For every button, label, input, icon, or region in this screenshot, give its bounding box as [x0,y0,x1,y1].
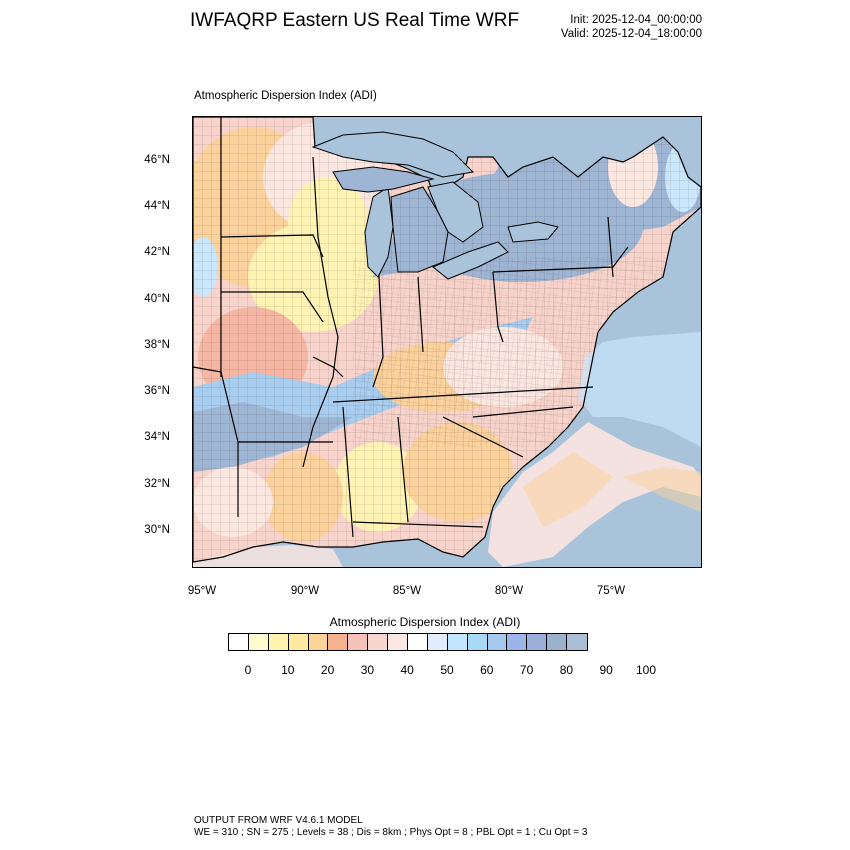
lat-label-46: 46°N [144,154,170,166]
lake-superior [311,131,475,178]
state-line-ms-al [342,406,354,538]
colorbar-label: 0 [244,663,252,677]
lake-erie [432,241,509,280]
colorbar-swatch [328,634,349,650]
state-line-ga-sc [442,416,524,458]
colorbar-swatch [248,634,269,650]
lat-label-44: 44°N [144,200,170,212]
colorbar-label: 70 [519,663,534,677]
colorbar-label: 60 [480,663,494,677]
lake-michigan [364,186,394,278]
lon-label-85: 85°W [392,585,422,597]
lat-label-40: 40°N [144,293,170,305]
colorbar-swatch [447,634,468,650]
state-line-ny-pa [492,246,629,273]
state-line-oh-pa [492,271,504,343]
michigan-counties [391,187,448,272]
ocean-atlantic-orange [523,452,613,527]
colorbar-swatch [408,634,428,650]
colorbar-swatch [547,634,568,650]
lon-label-80: 80°W [494,585,524,597]
lake-ontario [507,221,559,243]
init-time: Init: 2025-12-04_00:00:00 [570,14,702,26]
colorbar-swatch [427,634,448,650]
lat-label-34: 34°N [144,431,170,443]
gulf-pink [193,545,343,567]
adi-map [193,117,701,567]
state-line-tn-ky [332,386,594,403]
main-title: IWFAQRP Eastern US Real Time WRF [190,10,520,31]
lon-label-95: 95°W [187,585,217,597]
init-valid-block: Init: 2025-12-04_00:00:00 Valid: 2025-12… [561,13,702,41]
ocean-light-blue [578,332,701,447]
footer-params-line: WE = 310 ; SN = 275 ; Levels = 38 ; Dis … [194,827,588,838]
state-line-al-ga [397,416,409,523]
colorbar-label: 90 [599,663,613,677]
state-line-vt-nh [607,216,614,278]
colorbar-swatch [348,634,369,650]
colorbar-swatch [288,634,309,650]
state-line-il-in [372,256,384,388]
colorbar-swatch [507,634,528,650]
colorbar-label: 10 [281,663,295,677]
state-line-nc-sc [472,406,574,418]
colorbar-title: Atmospheric Dispersion Index (ADI) [329,615,521,629]
colorbar-swatch [567,634,588,650]
state-boundaries [193,117,629,538]
lat-label-30: 30°N [144,524,170,536]
footer: OUTPUT FROM WRF V4.6.1 MODEL WE = 310 ; … [194,815,587,839]
lon-label-90: 90°W [290,585,320,597]
colorbar-swatch [229,634,249,650]
colorbar-label: 40 [400,663,414,677]
colorbar-label: 30 [360,663,375,677]
colorbar-swatch [268,634,289,650]
great-lakes [311,131,559,280]
map-panel [192,116,702,568]
footer-model-line: OUTPUT FROM WRF V4.6.1 MODEL [194,815,363,826]
colorbar-label: 80 [559,663,574,677]
colorbar-label: 20 [320,663,335,677]
colorbar-label: 50 [440,663,454,677]
plot-title: Atmospheric Dispersion Index (ADI) [194,90,377,102]
colorbar-swatch [388,634,409,650]
colorbar-swatch [487,634,508,650]
state-line-in-oh [417,276,424,353]
valid-time: Valid: 2025-12-04_18:00:00 [560,28,702,40]
lon-label-75: 75°W [596,585,626,597]
state-line-south-west [193,366,239,517]
lat-label-42: 42°N [144,246,170,258]
ocean-gulfstream-orange [623,467,701,512]
state-line-mississippi [302,156,339,468]
lat-label-38: 38°N [144,339,170,351]
michigan-upper-peninsula [332,166,435,193]
colorbar-swatch [467,634,488,650]
colorbar-swatch [308,634,329,650]
state-line-ia-mo [221,291,324,323]
lat-label-36: 36°N [144,385,170,397]
state-line-ky-il [312,356,344,378]
colorbar-label: 100 [635,663,657,677]
state-line-fl-border [352,521,484,528]
colorbar-swatch [527,634,548,650]
colorbar-swatch [368,634,389,650]
lat-label-32: 32°N [144,478,170,490]
colorbar [228,633,589,651]
